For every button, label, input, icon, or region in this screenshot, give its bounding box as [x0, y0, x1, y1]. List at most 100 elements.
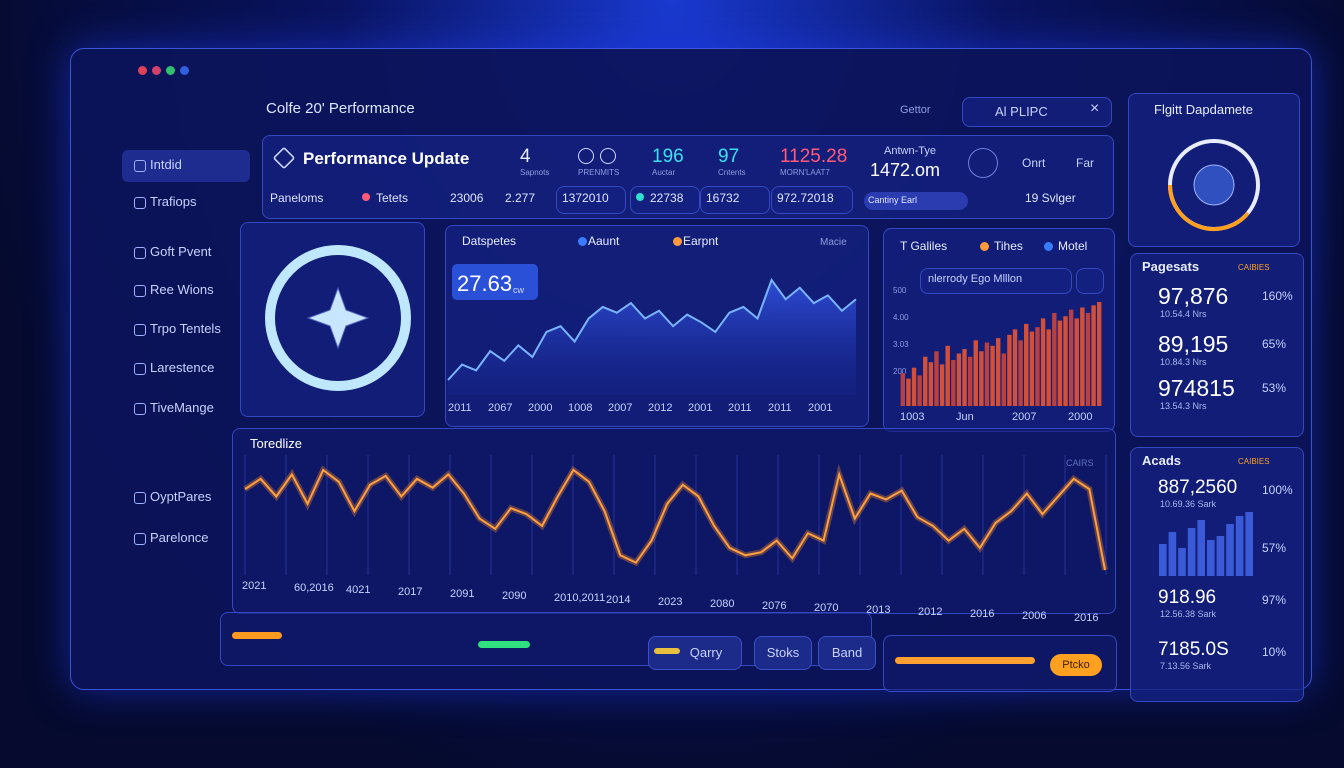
control-button[interactable]: Stoks [754, 636, 812, 670]
sidebar-item[interactable]: Trpo Tentels [150, 321, 221, 336]
metric-value: 97,876 [1158, 283, 1229, 309]
row-item: 19 Svlger [1025, 191, 1076, 205]
stat-value: 4 [520, 146, 531, 167]
sidebar-item[interactable]: Ree Wions [150, 282, 214, 297]
row-item: 16732 [706, 191, 740, 205]
sidebar-item[interactable]: Goft Pvent [150, 244, 212, 259]
bar [1007, 334, 1012, 406]
search-text[interactable]: Al PLIPC [995, 104, 1048, 119]
bar [962, 349, 967, 406]
x-tick-label: 2017 [398, 586, 423, 598]
bar [1168, 532, 1177, 576]
bar [911, 367, 917, 406]
bar [1159, 544, 1167, 576]
legend-item: Earpnt [683, 234, 719, 248]
star-icon [306, 286, 370, 350]
bar [973, 340, 978, 406]
x-tick-label: 2000 [1068, 411, 1093, 423]
window-dot [166, 66, 175, 75]
wave-glow [243, 463, 1108, 571]
bar [1068, 309, 1074, 406]
metric-pct: 10% [1262, 645, 1287, 659]
sidebar-active [122, 150, 250, 182]
account-value: 1472.om [870, 160, 941, 180]
bar [928, 362, 934, 406]
metric-value: 7185.0S [1158, 639, 1229, 660]
bar-filter-btn[interactable] [1076, 268, 1104, 294]
ring [265, 245, 411, 391]
bar-filter[interactable] [920, 268, 1072, 294]
stat-value: 97 [718, 146, 740, 167]
x-tick-label: 2010,2011 [554, 592, 606, 604]
stat-value: 196 [652, 146, 684, 167]
panel-corner: CAIBIES [1238, 457, 1270, 466]
slider [232, 632, 282, 639]
bar [923, 356, 928, 406]
filter-dropdown[interactable]: Gettor [900, 104, 931, 116]
row-chip [700, 186, 770, 214]
x-tick-label: 2012 [648, 402, 673, 414]
summary-button[interactable]: Onrt [1022, 156, 1046, 170]
avatar [968, 148, 998, 178]
control-button[interactable]: Band [818, 636, 876, 670]
summary-button[interactable]: Far [1076, 156, 1094, 170]
bar [1096, 302, 1102, 406]
dot [636, 193, 644, 201]
ring-center [1193, 164, 1235, 206]
row-item[interactable]: Cantiny Earl [868, 195, 918, 205]
panel-title: Acads [1142, 453, 1182, 468]
metric-value: 974815 [1158, 375, 1235, 401]
bar [1187, 528, 1196, 576]
bar [1035, 327, 1040, 406]
bar [967, 356, 973, 406]
sidebar-item[interactable]: Parelonce [150, 530, 209, 545]
x-tick-label: 2080 [710, 598, 735, 610]
stat-label: PRENMITS [578, 168, 620, 177]
stat-icon [600, 148, 616, 164]
metric-sub: 10.69.36 Sark [1160, 499, 1217, 509]
metric-value: 89,195 [1158, 331, 1229, 357]
bar [1029, 331, 1035, 406]
sidebar-item[interactable]: Trafiops [150, 194, 197, 209]
chart-svg [1159, 512, 1253, 576]
sidebar-item[interactable]: TiveMange [150, 400, 214, 415]
bar [1018, 340, 1023, 406]
metric-pct: 97% [1262, 593, 1287, 607]
sidebar-item[interactable]: Intdid [150, 157, 182, 172]
x-tick-label: 1008 [568, 402, 593, 414]
stat-label: Auctar [652, 168, 676, 177]
side-panel [1130, 253, 1304, 437]
account-label: Antwn-Tye [884, 145, 936, 157]
bar [1024, 323, 1029, 406]
legend-dot [1044, 242, 1053, 251]
action-button[interactable]: Ptcko [1050, 654, 1102, 676]
progress [895, 657, 1035, 664]
chart-svg [1167, 139, 1260, 232]
bar [1012, 329, 1018, 406]
x-tick-label: 4021 [346, 584, 371, 596]
x-tick-label: 2001 [688, 402, 713, 414]
x-tick-label: 2021 [242, 580, 267, 592]
bar [995, 338, 1001, 406]
sidebar-item[interactable]: OyptPares [150, 489, 212, 504]
window-dot [138, 66, 147, 75]
badge-unit: cw [513, 285, 524, 295]
x-tick-label: 2076 [762, 600, 787, 612]
metric-sub: 12.56.38 Sark [1160, 609, 1217, 619]
bar [1063, 316, 1068, 406]
x-tick-label: 2016 [1074, 612, 1099, 624]
row-item: 22738 [650, 191, 684, 205]
bar-filter-text[interactable]: nlerrody Ego Mlllon [928, 273, 1023, 285]
sidebar-item[interactable]: Larestence [150, 360, 215, 375]
metric-pct: 57% [1262, 541, 1287, 555]
stat-icon [578, 148, 594, 164]
metric-pct: 160% [1262, 289, 1293, 303]
bar [990, 345, 995, 406]
legend-item: Motel [1058, 239, 1088, 253]
badge-value: 27.63 [457, 271, 513, 296]
search-box[interactable] [962, 97, 1112, 127]
stat-label: Sapnots [520, 168, 550, 177]
metric-pct: 53% [1262, 381, 1287, 395]
bar [979, 351, 984, 406]
x-tick-label: 2006 [1022, 610, 1047, 622]
